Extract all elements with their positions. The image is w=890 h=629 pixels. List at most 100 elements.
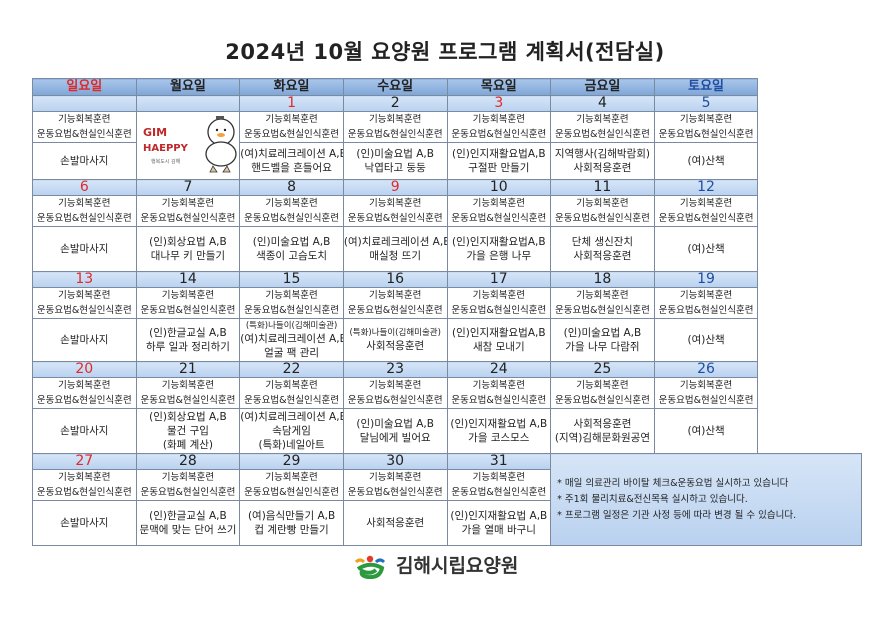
date-cell: 19 [653, 271, 759, 288]
date-cell: 16 [342, 271, 448, 288]
activity-cell: (인)인지재활요법A,B 새참 모내기 [446, 318, 552, 362]
svg-text:행복도시 김해: 행복도시 김해 [151, 158, 181, 165]
program-line-1: 기능회복훈련 [446, 111, 552, 127]
activity-line: 손발마사지 [60, 425, 109, 437]
date-cell: 22 [239, 361, 344, 378]
svg-text:GIM: GIM [143, 126, 167, 139]
activity-line: 구절판 만들기 [468, 162, 530, 174]
activity-line: 가을 은행 나무 [466, 250, 532, 262]
activity-line: 얼굴 팩 관리 [264, 347, 320, 359]
date-cell [32, 95, 137, 112]
activity-line: (인)한글교실 A,B [149, 327, 227, 339]
activity-line: (여)치료레크레이션 A,B [240, 148, 344, 160]
activity-line: 단체 생신잔치 [571, 236, 634, 248]
weekday-header: 일요일 [32, 78, 137, 96]
date-cell: 18 [550, 271, 655, 288]
program-line-2: 운동요법&현실인식훈련 [32, 303, 137, 319]
activity-line: (여)산책 [687, 425, 725, 437]
program-line-1: 기능회복훈련 [342, 287, 448, 303]
activity-cell: (여)음식만들기 A,B 컵 계란빵 만들기 [239, 500, 344, 546]
program-line-1: 기능회복훈련 [135, 287, 241, 303]
program-line-2: 운동요법&현실인식훈련 [342, 211, 448, 227]
program-calendar: 일요일 월요일 화요일 수요일 목요일 금요일 토요일 1 2 3 4 5 기능회복훈련 GIM HAEPP… [32, 78, 862, 546]
activity-line: 매실청 뜨기 [369, 250, 421, 262]
activity-cell: (인)미술요법 A,B 색종이 고슴도치 [239, 226, 344, 272]
activity-cell: 손발마사지 [32, 142, 137, 180]
activity-cell: (여)산책 [653, 408, 759, 454]
activity-cell: (여)치료레크레이션 A,B 핸드벨을 흔들어요 [239, 142, 344, 180]
program-row-1: 기능회복훈련 기능회복훈련 기능회복훈련 기능회복훈련 기능회복훈련 [32, 469, 862, 485]
activity-cell: (여)산책 [653, 226, 759, 272]
date-cell: 26 [653, 361, 759, 378]
activity-row: 손발마사지 (여)치료레크레이션 A,B 핸드벨을 흔들어요 (인)미술요법 A,B 낙… [32, 142, 862, 180]
date-cell: 31 [446, 453, 552, 470]
activity-cell: 손발마사지 [32, 408, 137, 454]
activity-cell: (인)인지재활요법 A,B 가을 코스모스 [446, 408, 552, 454]
date-cell: 1 [239, 95, 344, 112]
program-line-1: 기능회복훈련 [135, 469, 241, 485]
date-cell: 9 [342, 179, 448, 196]
activity-line: 가을 나무 다람쥐 [565, 341, 640, 353]
activity-line: (여)치료레크레이션 A,B [240, 333, 344, 345]
program-line-2: 운동요법&현실인식훈련 [653, 393, 759, 409]
activity-cell: (여)산책 [653, 318, 759, 362]
weekday-header: 월요일 [135, 78, 241, 96]
date-cell: 8 [239, 179, 344, 196]
program-line-2: 운동요법&현실인식훈련 [550, 127, 655, 143]
activity-line: (여)산책 [687, 243, 725, 255]
activity-line: (특화)네일아트 [258, 439, 325, 451]
program-line-2: 운동요법&현실인식훈련 [239, 393, 344, 409]
activity-line: 손발마사지 [60, 243, 109, 255]
program-line-2: 운동요법&현실인식훈련 [342, 485, 448, 501]
activity-line: 가을 열매 바구니 [461, 524, 536, 536]
activity-line: (여)산책 [687, 155, 725, 167]
date-cell: 27 [32, 453, 137, 470]
activity-cell: (여)치료레크레이션 A,B 속담게임 (특화)네일아트 [239, 408, 344, 454]
activity-line: 손발마사지 [60, 334, 109, 346]
program-line-1: 기능회복훈련 [550, 195, 655, 211]
program-line-2: 운동요법&현실인식훈련 [32, 211, 137, 227]
activity-line: (지역)김해문화원공연 [554, 432, 650, 444]
activity-line: (인)미술요법 A,B [356, 148, 434, 160]
activity-line: 컵 계란빵 만들기 [254, 524, 329, 536]
program-line-1: 기능회복훈련 [135, 195, 241, 211]
activity-line: 가을 코스모스 [468, 432, 530, 444]
program-line-2: 운동요법&현실인식훈련 [342, 127, 448, 143]
date-cell: 6 [32, 179, 137, 196]
date-cell: 3 [446, 95, 552, 112]
program-line-2: 운동요법&현실인식훈련 [446, 485, 552, 501]
activity-line: (여)치료레크레이션 A,B [343, 236, 447, 248]
program-row-2: 운동요법&현실인식훈련 운동요법&현실인식훈련 운동요법&현실인식훈련 운동요법&현실… [32, 211, 862, 227]
svg-text:HAEPPY: HAEPPY [143, 143, 189, 154]
date-row: 13 14 15 16 17 18 19 [32, 271, 862, 288]
program-row-1: 기능회복훈련 기능회복훈련 기능회복훈련 기능회복훈련 기능회복훈련 기능회복훈련 기능회복… [32, 287, 862, 303]
activity-line: (인)한글교실 A,B [149, 510, 227, 522]
program-row-2: 운동요법&현실인식훈련 운동요법&현실인식훈련 운동요법&현실인식훈련 운동요법&현실… [32, 393, 862, 409]
program-line-1: 기능회복훈련 [446, 377, 552, 393]
program-line-2: 운동요법&현실인식훈련 [446, 393, 552, 409]
activity-line: 대나무 키 만들기 [150, 250, 226, 262]
weekday-header: 수요일 [342, 78, 448, 96]
program-line-1: 기능회복훈련 [653, 287, 759, 303]
activity-cell: (인)회상요법 A,B 대나무 키 만들기 [135, 226, 241, 272]
activity-cell: (인)미술요법 A,B 달님에게 빌어요 [342, 408, 448, 454]
activity-cell: 지역행사(김해박람회) 사회적응훈련 [550, 142, 655, 180]
program-line-1: 기능회복훈련 [239, 377, 344, 393]
activity-line: 낙엽타고 둥둥 [364, 162, 426, 174]
program-line-2: 운동요법&현실인식훈련 [135, 485, 241, 501]
activity-line: (여)음식만들기 A,B [247, 510, 336, 522]
note-item: * 주1회 물리치료&전신목욕 실시하고 있습니다. [557, 493, 748, 505]
date-cell: 12 [653, 179, 759, 196]
date-row: 6 7 8 9 10 11 12 [32, 179, 862, 196]
activity-cell: (인)한글교실 A,B 하루 일과 정리하기 [135, 318, 241, 362]
date-cell: 11 [550, 179, 655, 196]
program-line-1: 기능회복훈련 [32, 287, 137, 303]
program-line-1: 기능회복훈련 [32, 195, 137, 211]
activity-line: (여)산책 [687, 334, 725, 346]
program-line-1: 기능회복훈련 [135, 377, 241, 393]
activity-line: 손발마사지 [60, 517, 109, 529]
weekday-header: 금요일 [550, 78, 655, 96]
activity-line: 색종이 고슴도치 [256, 250, 328, 262]
activity-line: 핸드벨을 흔들어요 [251, 162, 332, 174]
